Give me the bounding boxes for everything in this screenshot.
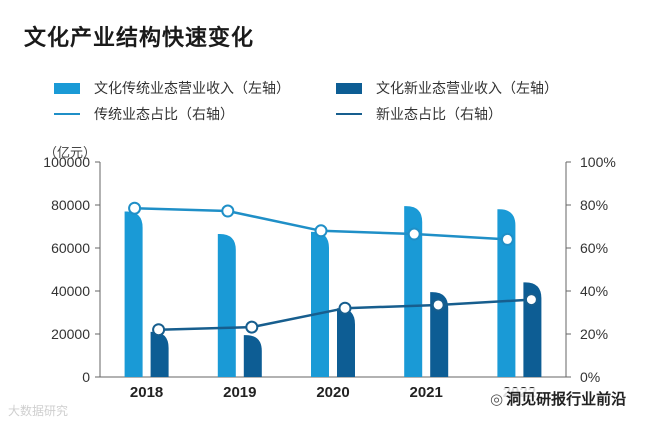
right-tick-label: 40% bbox=[580, 283, 608, 299]
legend-swatch-new-share bbox=[336, 113, 362, 115]
right-tick-label: 0% bbox=[580, 369, 600, 385]
left-tick-label: 100000 bbox=[43, 154, 90, 170]
legend-label-traditional-revenue: 文化传统业态营业收入（左轴） bbox=[94, 80, 290, 96]
x-tick-label: 2019 bbox=[223, 384, 256, 401]
left-axis-unit: （亿元） bbox=[44, 145, 97, 160]
left-tick-label: 40000 bbox=[51, 283, 90, 299]
legend-swatch-traditional-revenue bbox=[54, 82, 80, 94]
bar-new-2019 bbox=[243, 335, 262, 377]
right-tick-label: 100% bbox=[580, 154, 616, 170]
watermark-left: 大数据研究 bbox=[8, 404, 69, 418]
legend-label-traditional-share: 传统业态占比（右轴） bbox=[94, 106, 234, 122]
point-traditional-share-2020 bbox=[314, 224, 328, 238]
point-new-share-2020 bbox=[338, 301, 352, 315]
point-traditional-share-2019 bbox=[221, 204, 235, 218]
left-tick-label: 20000 bbox=[51, 326, 90, 342]
x-tick-label: 2021 bbox=[410, 384, 443, 401]
bar-traditional-2022 bbox=[497, 209, 516, 377]
right-tick-label: 20% bbox=[580, 326, 608, 342]
bar-new-2021 bbox=[430, 292, 449, 377]
point-new-share-2021 bbox=[431, 298, 445, 312]
bar-traditional-2018 bbox=[124, 211, 143, 377]
point-traditional-share-2022 bbox=[500, 232, 514, 246]
watermark-right-text: 洞见研报行业前沿 bbox=[506, 391, 627, 408]
bar-traditional-2019 bbox=[217, 234, 236, 377]
legend-swatch-traditional-share bbox=[54, 113, 80, 115]
point-traditional-share-2018 bbox=[128, 201, 142, 215]
wechat-icon: ◎ bbox=[490, 391, 504, 408]
left-tick-label: 80000 bbox=[51, 197, 90, 213]
bar-traditional-2021 bbox=[404, 206, 423, 377]
point-new-share-2019 bbox=[245, 320, 259, 334]
left-tick-label: 60000 bbox=[51, 240, 90, 256]
chart-title: 文化产业结构快速变化 bbox=[24, 25, 255, 50]
x-tick-label: 2020 bbox=[316, 384, 349, 401]
bar-new-2022 bbox=[523, 282, 542, 377]
right-tick-label: 80% bbox=[580, 197, 608, 213]
bar-new-2020 bbox=[337, 308, 355, 377]
point-new-share-2022 bbox=[524, 293, 538, 307]
legend-label-new-revenue: 文化新业态营业收入（左轴） bbox=[376, 80, 558, 96]
bar-new-2018 bbox=[150, 331, 169, 377]
right-tick-label: 60% bbox=[580, 240, 608, 256]
point-new-share-2018 bbox=[152, 323, 166, 337]
legend-item-new-share: 新业态占比（右轴） bbox=[336, 104, 502, 124]
legend-label-new-share: 新业态占比（右轴） bbox=[376, 106, 502, 122]
bar-traditional-2020 bbox=[311, 231, 329, 377]
left-tick-label: 0 bbox=[82, 369, 90, 385]
legend-item-traditional-revenue: 文化传统业态营业收入（左轴） bbox=[54, 78, 290, 98]
x-tick-label: 2018 bbox=[130, 384, 163, 401]
legend-swatch-new-revenue bbox=[336, 82, 362, 94]
point-traditional-share-2021 bbox=[407, 227, 421, 241]
legend-item-traditional-share: 传统业态占比（右轴） bbox=[54, 104, 234, 124]
legend-item-new-revenue: 文化新业态营业收入（左轴） bbox=[336, 78, 558, 98]
watermark-right: ◎ 洞见研报行业前沿 bbox=[488, 388, 629, 409]
